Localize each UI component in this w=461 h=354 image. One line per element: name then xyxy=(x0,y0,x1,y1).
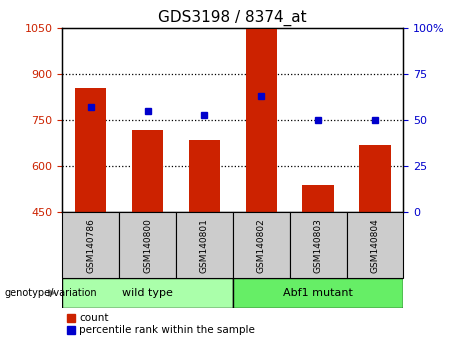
Text: Abf1 mutant: Abf1 mutant xyxy=(283,288,353,298)
Legend: count, percentile rank within the sample: count, percentile rank within the sample xyxy=(67,313,255,335)
Bar xyxy=(62,278,233,308)
Bar xyxy=(347,212,403,278)
Text: GSM140786: GSM140786 xyxy=(86,218,95,273)
Text: GSM140803: GSM140803 xyxy=(313,218,323,273)
Bar xyxy=(302,185,334,212)
Bar xyxy=(359,145,390,212)
Bar xyxy=(176,212,233,278)
Bar xyxy=(246,28,277,212)
Bar xyxy=(233,278,403,308)
Bar xyxy=(233,212,290,278)
Text: GSM140801: GSM140801 xyxy=(200,218,209,273)
Title: GDS3198 / 8374_at: GDS3198 / 8374_at xyxy=(159,9,307,25)
Text: GSM140802: GSM140802 xyxy=(257,218,266,273)
Text: GSM140804: GSM140804 xyxy=(371,218,379,273)
Bar xyxy=(290,212,347,278)
Bar xyxy=(62,212,119,278)
Bar xyxy=(132,130,163,212)
Text: GSM140800: GSM140800 xyxy=(143,218,152,273)
Bar xyxy=(75,88,106,212)
Bar xyxy=(189,140,220,212)
Text: wild type: wild type xyxy=(122,288,173,298)
Bar xyxy=(119,212,176,278)
Text: genotype/variation: genotype/variation xyxy=(5,288,97,298)
